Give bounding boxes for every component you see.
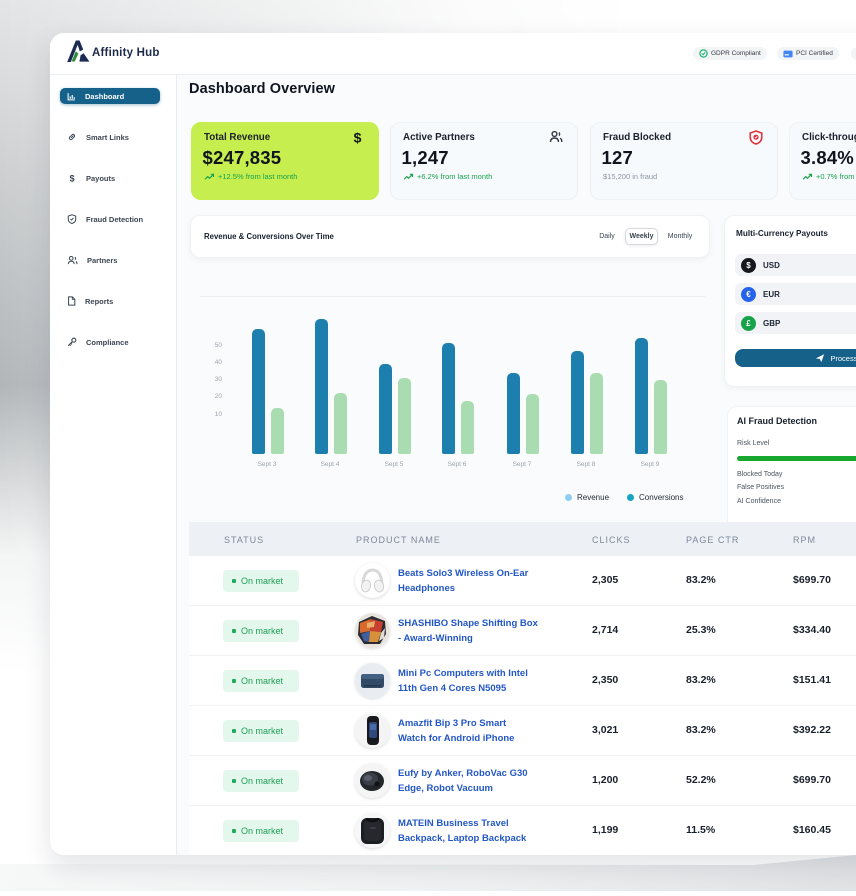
svg-text:$: $: [354, 130, 362, 145]
svg-text:$: $: [69, 173, 74, 183]
